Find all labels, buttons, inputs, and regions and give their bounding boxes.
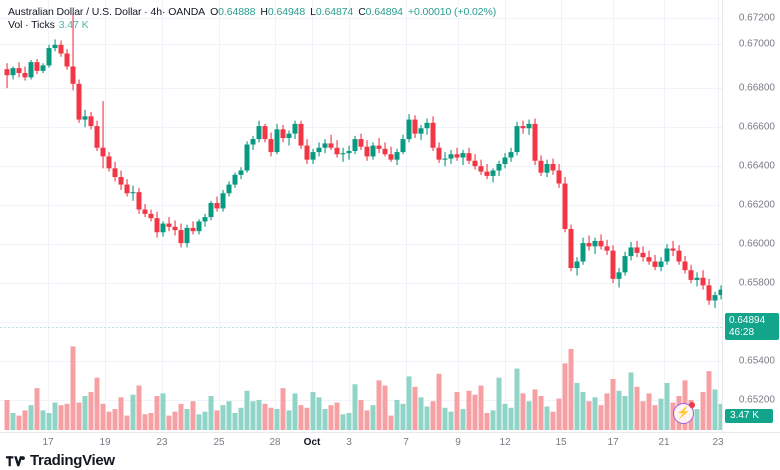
price-scale-axis[interactable]: 0.67200 0.67000 0.66800 0.66600 0.66400 0.662…: [722, 0, 780, 432]
chart-gridlines: [0, 0, 722, 432]
time-tick-label: Oct: [303, 437, 321, 448]
time-tick-label: 28: [269, 437, 281, 448]
price-tick-label: 0.66000: [738, 238, 775, 250]
price-tick-label: 0.67000: [738, 38, 775, 50]
price-tick-label: 0.65200: [738, 394, 775, 406]
tradingview-mark-icon: [6, 455, 25, 466]
time-tick-label: 17: [42, 437, 54, 448]
price-tick-label: 0.66600: [738, 121, 775, 133]
time-tick-label: 9: [455, 437, 461, 448]
time-tick-label: 23: [712, 437, 724, 448]
price-tick-label: 0.66800: [738, 82, 775, 94]
volume-series: [4, 346, 722, 430]
volume-value-badge[interactable]: 3.47 K: [725, 409, 773, 423]
time-tick-label: 3: [346, 437, 352, 448]
time-tick-label: 15: [555, 437, 567, 448]
bolt-glyph: ⚡: [676, 407, 691, 419]
lightning-flash-icon[interactable]: ⚡: [673, 402, 695, 424]
chart-plot-area[interactable]: [0, 0, 722, 432]
price-tick-label: 0.65400: [738, 355, 775, 367]
time-tick-label: 7: [403, 437, 409, 448]
time-scale-axis[interactable]: 17 19 23 25 28 Oct 3 7 9 12 15 17 21 23: [0, 432, 780, 453]
price-tick-label: 0.66400: [738, 160, 775, 172]
time-tick-label: 19: [99, 437, 111, 448]
tradingview-wordmark: TradingView: [30, 452, 115, 469]
bar-countdown: 46:28: [729, 326, 755, 338]
price-tick-label: 0.65800: [738, 277, 775, 289]
current-price-value: 0.64894: [729, 315, 766, 326]
time-tick-label: 23: [156, 437, 168, 448]
candlestick-series: [4, 13, 722, 309]
price-tick-label: 0.66200: [738, 199, 775, 211]
current-price-badge[interactable]: 0.64894 46:28: [725, 313, 779, 340]
current-price-line: [0, 327, 722, 328]
time-tick-label: 21: [658, 437, 670, 448]
price-tick-label: 0.67200: [738, 12, 775, 24]
time-tick-label: 25: [213, 437, 225, 448]
tradingview-logo[interactable]: TradingView: [6, 452, 115, 470]
notification-dot: [689, 402, 695, 408]
time-tick-label: 12: [499, 437, 511, 448]
time-tick-label: 17: [607, 437, 619, 448]
